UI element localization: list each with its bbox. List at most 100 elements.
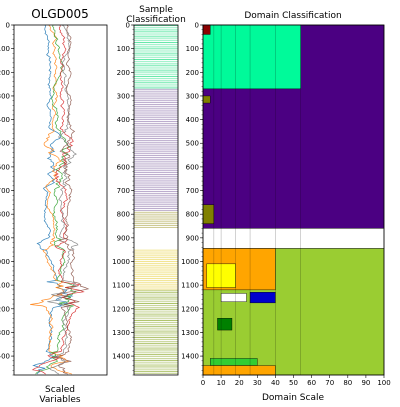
sample-band-1	[134, 149, 178, 151]
sample-band-2	[134, 211, 178, 213]
sample-band-2	[134, 217, 178, 219]
sample-band-5	[134, 322, 178, 323]
sample-band-0	[134, 70, 178, 72]
sample-band-1	[134, 192, 178, 194]
domain-block-12	[202, 24, 211, 35]
sample-band-1	[134, 107, 178, 109]
y-tick-label: 500	[0, 140, 10, 148]
y-tick-label: 200	[0, 69, 10, 77]
sample-band-5	[134, 314, 178, 316]
domain-classification-title: Domain Classification	[244, 11, 341, 21]
y-tick-label: 900	[117, 234, 130, 242]
sample-band-0	[134, 76, 178, 78]
sample-band-1	[134, 196, 178, 198]
sample-band-5	[134, 350, 178, 352]
y-tick-label: 300	[186, 92, 199, 100]
sample-band-5	[134, 306, 178, 308]
sample-band-1	[134, 189, 178, 191]
x-tick-label: 40	[271, 379, 280, 387]
sample-band-4	[134, 261, 178, 262]
y-tick-label: 1000	[112, 258, 130, 266]
y-tick-label: 600	[0, 163, 10, 171]
y-tick-label: 100	[186, 45, 199, 53]
y-tick-label: 1300	[0, 329, 10, 337]
sample-band-5	[134, 327, 178, 329]
sample-band-0	[134, 32, 178, 34]
sample-band-1	[134, 183, 178, 185]
sample-band-1	[134, 128, 178, 130]
y-tick-label: 1300	[181, 329, 199, 337]
sample-band-0	[134, 28, 178, 30]
x-tick-label: 10	[217, 379, 226, 387]
sample-band-1	[134, 136, 178, 138]
sample-band-2	[134, 221, 178, 223]
sample-band-0	[134, 51, 178, 53]
x-tick-label: 20	[235, 379, 244, 387]
sample-band-1	[134, 198, 178, 200]
well-log-title: OLGD005	[31, 7, 89, 21]
y-tick-label: 800	[0, 211, 10, 219]
domain-block-7	[220, 293, 247, 302]
y-tick-label: 500	[117, 140, 130, 148]
x-tick-label: 50	[289, 379, 298, 387]
sample-band-5	[134, 320, 178, 322]
y-tick-label: 700	[186, 187, 199, 195]
sample-band-1	[134, 206, 178, 208]
sample-band-4	[134, 268, 178, 270]
sample-band-1	[134, 90, 178, 92]
sample-band-5	[134, 297, 178, 299]
sample-band-5	[134, 295, 178, 297]
sample-band-1	[134, 209, 178, 211]
sample-band-5	[134, 305, 178, 306]
sample-band-0	[134, 26, 178, 28]
sample-band-2	[134, 213, 178, 215]
sample-band-5	[134, 308, 178, 310]
sample-band-4	[134, 255, 178, 257]
sample-band-2	[134, 219, 178, 221]
sample-band-0	[134, 42, 178, 43]
sample-band-1	[134, 132, 178, 134]
sample-band-2	[134, 226, 178, 228]
y-tick-label: 1000	[0, 258, 10, 266]
y-tick-label: 1200	[112, 305, 130, 313]
sample-band-1	[134, 138, 178, 139]
log-series-1	[30, 24, 73, 375]
sample-band-5	[134, 373, 178, 375]
sample-band-4	[134, 272, 178, 274]
sample-band-1	[134, 113, 178, 115]
y-tick-label: 1400	[181, 353, 199, 361]
sample-band-5	[134, 325, 178, 327]
sample-band-5	[134, 301, 178, 303]
log-series-4	[47, 24, 79, 375]
sample-band-5	[134, 323, 178, 325]
sample-band-4	[134, 266, 178, 268]
sample-band-1	[134, 109, 178, 111]
y-tick-label: 800	[117, 211, 130, 219]
sample-band-5	[134, 333, 178, 335]
y-tick-label: 400	[117, 116, 130, 124]
sample-classification-panel: 0 100 200 300 400 500 600 700 800 900 1000 1100 1200…	[112, 22, 179, 376]
domain-block-8	[217, 318, 233, 331]
x-tick-label: 0	[201, 379, 205, 387]
sample-band-1	[134, 130, 178, 132]
y-tick-label: 200	[186, 69, 199, 77]
sample-band-1	[134, 155, 178, 157]
sample-band-2	[134, 223, 178, 225]
sample-band-1	[134, 92, 178, 94]
sample-band-5	[134, 354, 178, 356]
sample-band-1	[134, 103, 178, 105]
y-tick-label: 0	[195, 22, 199, 30]
sample-band-5	[134, 363, 178, 365]
sample-band-1	[134, 170, 178, 172]
well-log-frame	[13, 24, 108, 376]
sample-band-0	[134, 30, 178, 32]
sample-band-0	[134, 38, 178, 40]
sample-band-4	[134, 262, 178, 264]
well-log-xlabel-line1: Scaled	[45, 385, 75, 395]
sample-band-5	[134, 299, 178, 301]
sample-band-5	[134, 331, 178, 333]
sample-band-5	[134, 369, 178, 371]
sample-band-5	[134, 339, 178, 340]
sample-band-1	[134, 105, 178, 107]
